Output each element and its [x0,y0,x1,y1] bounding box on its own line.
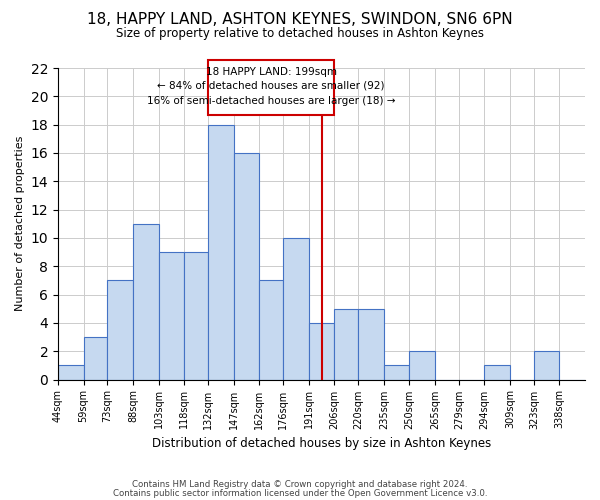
Bar [409,351,435,380]
Text: ← 84% of detached houses are smaller (92): ← 84% of detached houses are smaller (92… [157,80,385,90]
Bar [484,366,510,380]
Text: 18, HAPPY LAND, ASHTON KEYNES, SWINDON, SN6 6PN: 18, HAPPY LAND, ASHTON KEYNES, SWINDON, … [87,12,513,28]
Bar [58,366,83,380]
Bar [334,309,358,380]
Bar [259,280,283,380]
Bar [158,252,184,380]
Bar [534,351,559,380]
Bar [233,153,259,380]
Y-axis label: Number of detached properties: Number of detached properties [15,136,25,312]
Text: 18 HAPPY LAND: 199sqm: 18 HAPPY LAND: 199sqm [206,66,337,76]
Bar [184,252,208,380]
Bar [309,323,334,380]
Text: Contains HM Land Registry data © Crown copyright and database right 2024.: Contains HM Land Registry data © Crown c… [132,480,468,489]
Bar [283,238,309,380]
X-axis label: Distribution of detached houses by size in Ashton Keynes: Distribution of detached houses by size … [152,437,491,450]
Text: Contains public sector information licensed under the Open Government Licence v3: Contains public sector information licen… [113,489,487,498]
Bar [208,124,233,380]
Text: Size of property relative to detached houses in Ashton Keynes: Size of property relative to detached ho… [116,28,484,40]
Bar [384,366,409,380]
Bar [107,280,133,380]
Bar [208,60,334,114]
Text: 16% of semi-detached houses are larger (18) →: 16% of semi-detached houses are larger (… [147,96,395,106]
Bar [133,224,158,380]
Bar [83,337,107,380]
Bar [358,309,384,380]
